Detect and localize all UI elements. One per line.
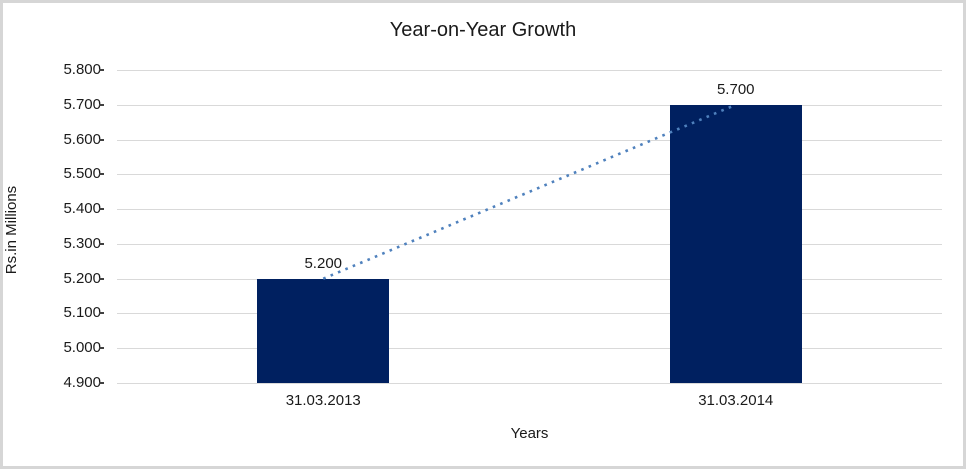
y-axis-tick-label: 5.300 xyxy=(63,234,101,252)
gridline xyxy=(117,139,942,141)
y-axis-tick-label: 5.200 xyxy=(63,269,101,287)
y-axis-tick-mark xyxy=(99,103,104,106)
data-label: 5.200 xyxy=(304,254,343,272)
y-axis-tick-label: 5.800 xyxy=(63,61,101,78)
x-axis-tick-label: 31.03.2013 xyxy=(285,392,361,409)
y-axis-tick-label: 5.400 xyxy=(63,200,101,218)
y-axis-tick-mark xyxy=(99,347,104,350)
gridline xyxy=(117,243,942,245)
data-label: 5.700 xyxy=(716,80,755,98)
bar-31.03.2013 xyxy=(257,278,390,383)
bar-31.03.2014 xyxy=(669,104,802,383)
y-axis-tick-label: 4.900 xyxy=(63,374,101,391)
gridline xyxy=(117,278,942,280)
y-axis-tick-mark xyxy=(99,277,104,280)
y-axis-tick-mark xyxy=(99,312,104,315)
x-axis-tick-label: 31.03.2014 xyxy=(698,392,774,409)
y-axis-tick-label: 5.600 xyxy=(63,130,101,148)
y-axis-tick-mark xyxy=(99,69,104,71)
y-axis-tick-mark xyxy=(99,138,104,141)
gridline xyxy=(117,70,942,71)
gridline xyxy=(117,313,942,315)
y-axis-tick-label: 5.700 xyxy=(63,95,101,113)
plot-area xyxy=(117,70,942,384)
x-axis-title: Years xyxy=(510,425,549,442)
gridline xyxy=(117,383,942,384)
y-axis-tick-label: 5.500 xyxy=(63,165,101,183)
gridline xyxy=(117,104,942,106)
y-axis-tick-mark xyxy=(99,382,104,384)
gridline xyxy=(117,174,942,176)
y-axis-tick-label: 5.100 xyxy=(63,304,101,322)
y-axis-tick-mark xyxy=(99,208,104,211)
y-axis-tick-mark xyxy=(99,242,104,245)
chart-title: Year-on-Year Growth xyxy=(389,19,577,41)
gridline xyxy=(117,209,942,211)
y-axis-tick-mark xyxy=(99,173,104,176)
gridline xyxy=(117,348,942,350)
y-axis-tick-label: 5.000 xyxy=(63,339,101,357)
